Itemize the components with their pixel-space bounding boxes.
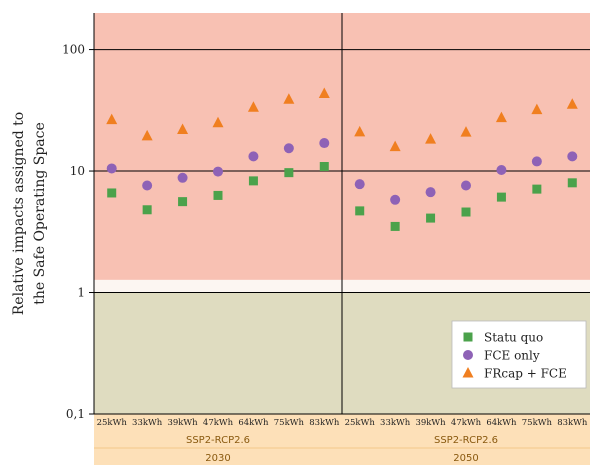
x-tick-label: 33kWh [132,418,163,428]
x-tick-label: 25kWh [345,418,376,428]
x-tick-labels: 25kWh 33kWh 39kWh 47kWh 64kWh 75kWh 83kWh 25kWh… [97,418,588,428]
fce-only-point [319,138,330,149]
statu-quo-point [355,206,365,216]
y-tick-label: 1 [77,286,85,300]
frcap-fce-point [460,126,472,137]
fce-only-point [461,180,471,191]
statu-quo-point [142,205,152,215]
y-tick-labels: 100 10 1 0,1 [62,43,85,421]
frcap-fce-point [141,129,153,141]
statu-quo-point [107,188,117,198]
data-marks [106,87,578,231]
frcap-fce-point [283,93,295,104]
x-tick-label: 75kWh [274,418,305,428]
x-tick-label: 75kWh [522,418,553,428]
statu-quo-point [461,207,471,217]
x-tick-label: 33kWh [380,418,411,428]
frcap-fce-point [389,140,401,152]
panel-year-label: 2050 [453,453,478,464]
y-axis-label: Relative impacts assigned to the Safe Ope… [11,112,48,316]
x-tick-label: 47kWh [203,418,234,428]
panel-scenario-label: SSP2-RCP2.6 [186,435,250,446]
fce-only-point [567,151,578,162]
fce-only-point [354,179,365,190]
frcap-fce-point [318,87,330,98]
fce-only-point [106,163,117,174]
legend-label: FCE only [484,349,540,363]
fce-only-point [248,151,259,162]
fce-only-point [142,180,153,191]
frcap-fce-point [177,123,189,134]
y-tick-label: 100 [62,43,85,57]
statu-quo-point [390,221,400,231]
frcap-fce-point [425,133,437,144]
panel-labels: SSP2-RCP2.6 2030 SSP2-RCP2.6 2050 [94,435,590,464]
y-tick-label: 0,1 [66,407,85,421]
x-tick-label: 64kWh [486,418,517,428]
legend-marker [463,332,473,342]
frcap-fce-point [354,125,366,137]
statu-quo-point [248,176,258,186]
fce-only-point [390,194,401,205]
legend-box [451,320,587,389]
legend: Statu quo FCE only FRcap + FCE [451,320,587,389]
legend-marker [462,367,474,378]
x-tick-label: 25kWh [97,418,128,428]
fce-only-point [531,156,542,167]
statu-quo-point [426,213,436,223]
frcap-fce-point [212,116,224,128]
frcap-fce-point [106,113,118,125]
y-axis-label-line: Relative impacts assigned to [11,112,27,316]
statu-quo-point [213,190,223,200]
fce-only-point [213,166,223,177]
y-axis-label-line: the Safe Operating Space [32,122,48,305]
statu-quo-point [319,161,329,171]
fce-only-point [177,172,188,183]
x-tick-label: 83kWh [557,418,588,428]
panel-scenario-label: SSP2-RCP2.6 [434,435,498,446]
x-tick-label: 47kWh [451,418,482,428]
x-tick-label: 39kWh [167,418,198,428]
legend-label: Statu quo [484,331,543,345]
statu-quo-point [496,192,506,202]
frcap-fce-point [495,111,507,123]
axes [89,13,590,415]
x-axis-band [94,414,590,465]
panel-year-label: 2030 [205,453,230,464]
frcap-fce-point [531,103,543,115]
statu-quo-point [178,197,188,207]
frcap-fce-point [566,98,578,109]
x-tick-label: 83kWh [309,418,340,428]
x-tick-label: 64kWh [238,418,269,428]
statu-quo-point [284,168,294,178]
statu-quo-point [567,178,577,188]
x-tick-label: 39kWh [415,418,446,428]
statu-quo-point [532,184,542,194]
frcap-fce-point [247,101,259,112]
fce-only-point [283,143,294,154]
fce-only-point [496,165,507,176]
x-axis-bands [94,414,590,465]
legend-marker [463,350,473,360]
fce-only-point [425,187,436,198]
y-tick-label: 10 [70,164,85,178]
legend-label: FRcap + FCE [484,367,567,381]
